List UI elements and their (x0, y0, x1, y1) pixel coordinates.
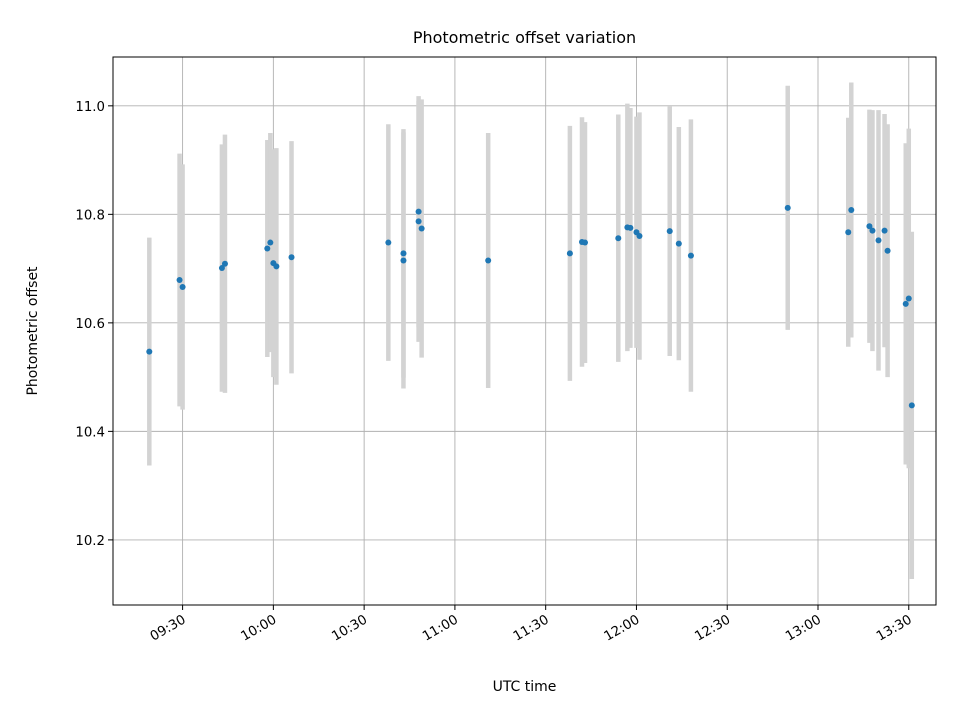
data-point (273, 263, 280, 270)
data-point (875, 237, 882, 244)
data-point (218, 265, 225, 272)
data-point (845, 229, 852, 236)
data-point (615, 235, 622, 242)
data-point (869, 227, 876, 234)
y-tick-label: 10.8 (75, 208, 105, 223)
data-point (582, 239, 589, 246)
data-point (884, 247, 891, 254)
y-axis-label: Photometric offset (25, 266, 41, 396)
y-tick-label: 10.6 (75, 317, 105, 332)
data-point (418, 225, 425, 232)
data-point (881, 227, 888, 234)
y-tick-label: 11.0 (75, 100, 105, 115)
data-point (385, 239, 392, 246)
data-point (687, 252, 694, 259)
plot-frame (112, 56, 937, 606)
data-point (784, 204, 791, 211)
data-point (400, 257, 407, 264)
data-point (666, 228, 673, 235)
data-point (627, 224, 634, 231)
data-point (415, 218, 422, 225)
y-axis-ticks: 10.2 10.4 10.6 10.8 11.0 (75, 100, 113, 549)
data-point (176, 276, 183, 283)
data-point (566, 250, 573, 257)
data-point (288, 254, 295, 261)
chart-title: Photometric offset variation (413, 28, 636, 47)
data-point (485, 257, 492, 264)
y-tick-label: 10.4 (75, 425, 105, 440)
data-point (267, 239, 274, 246)
data-point (848, 207, 855, 214)
data-point (902, 300, 909, 307)
data-point (866, 223, 873, 230)
data-point (636, 233, 643, 240)
data-point (264, 245, 271, 252)
data-point (400, 250, 407, 257)
data-point (146, 348, 153, 355)
data-point (908, 402, 915, 409)
data-point (179, 284, 186, 291)
data-points (146, 204, 915, 409)
y-tick-label: 10.2 (75, 534, 105, 549)
data-point (415, 208, 422, 215)
x-axis-label: UTC time (493, 679, 557, 695)
data-point (905, 295, 912, 302)
data-point (675, 240, 682, 247)
data-point (221, 260, 228, 267)
